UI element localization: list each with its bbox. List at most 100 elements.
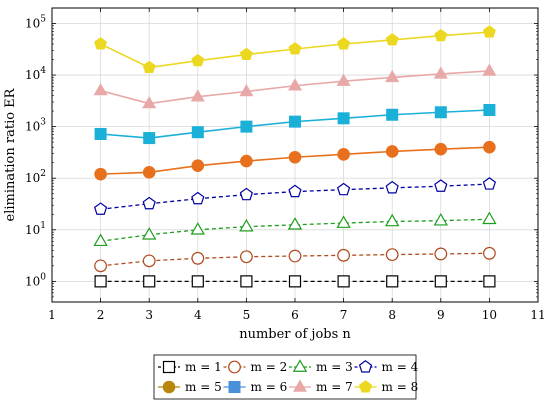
data-point	[239, 218, 254, 232]
series-line	[100, 252, 490, 267]
data-point	[94, 37, 108, 50]
x-tick-label: 11	[530, 308, 545, 322]
data-point	[239, 187, 254, 201]
x-axis-label: number of jobs n	[239, 327, 351, 342]
data-point	[483, 140, 496, 154]
data-point	[287, 78, 303, 91]
x-tick-label: 8	[388, 308, 396, 322]
data-point	[384, 213, 400, 227]
data-point	[386, 275, 399, 288]
series-layer	[93, 25, 497, 288]
series-3	[93, 211, 497, 247]
data-point	[434, 106, 447, 119]
data-point	[482, 177, 497, 190]
data-point	[337, 112, 350, 125]
data-point	[386, 108, 399, 121]
legend-marker	[359, 380, 372, 393]
y-tick-label: 104	[25, 66, 46, 82]
data-point	[433, 213, 449, 226]
data-point	[240, 154, 253, 168]
series-line	[100, 218, 490, 242]
series-2	[94, 246, 496, 273]
data-point	[94, 275, 107, 288]
data-point	[483, 104, 496, 117]
legend-label: m = 7	[316, 380, 353, 394]
data-point	[287, 217, 303, 230]
y-tick-label: 102	[25, 169, 46, 185]
data-point	[143, 132, 156, 145]
series-line	[100, 183, 490, 210]
y-tick-label: 103	[25, 118, 46, 134]
x-tick-label: 3	[145, 308, 153, 322]
data-point	[239, 250, 253, 264]
data-point	[434, 142, 448, 156]
data-point	[142, 196, 156, 210]
legend-label: m = 8	[382, 380, 419, 394]
legend-marker	[292, 359, 308, 372]
legend-box	[153, 354, 417, 400]
data-point	[288, 150, 302, 164]
data-point	[482, 25, 496, 38]
data-point	[288, 42, 302, 55]
series-8	[94, 25, 496, 74]
legend-label: m = 6	[251, 380, 288, 394]
x-axis-ticks: 1 2 3 4 5 6 7 8 9 10 11	[48, 8, 546, 322]
x-tick-label: 9	[437, 308, 445, 322]
data-point	[385, 69, 400, 83]
data-point	[190, 89, 205, 102]
data-point	[288, 275, 302, 288]
data-point	[142, 254, 156, 268]
data-point	[482, 63, 497, 76]
data-point	[191, 126, 204, 139]
data-point	[93, 202, 108, 215]
data-point	[336, 215, 351, 228]
data-point	[482, 211, 497, 225]
x-tick-label: 2	[97, 308, 105, 322]
data-point	[190, 222, 206, 235]
series-5	[94, 140, 496, 181]
y-tick-label: 101	[25, 221, 46, 237]
data-point	[385, 33, 399, 46]
series-6	[94, 104, 496, 145]
data-point	[142, 60, 156, 74]
y-axis-ticks: 100 101 102 103 104 105	[25, 14, 538, 303]
legend-marker	[358, 360, 373, 373]
data-point	[141, 227, 157, 240]
data-point	[142, 166, 156, 179]
data-point	[94, 259, 107, 273]
legend-label: m = 4	[382, 360, 419, 374]
data-point	[434, 247, 448, 261]
data-point	[385, 145, 399, 158]
data-point	[433, 66, 448, 79]
legend-entry: m = 3	[289, 359, 353, 374]
data-point	[240, 120, 253, 133]
data-point	[94, 167, 107, 181]
legend-marker	[228, 360, 241, 374]
data-point	[191, 159, 205, 172]
legend-marker	[162, 380, 176, 394]
data-point	[239, 47, 253, 61]
legend-marker	[162, 360, 176, 374]
legend-entry: m = 7	[289, 379, 353, 394]
data-point	[483, 275, 496, 288]
data-point	[93, 233, 108, 247]
legend-entry: m = 6	[223, 380, 288, 394]
legend-label: m = 1	[185, 360, 222, 374]
x-tick-label: 10	[482, 308, 497, 322]
series-4	[93, 177, 497, 215]
data-point	[191, 53, 205, 67]
data-point	[434, 179, 448, 192]
legend-marker	[228, 381, 241, 393]
data-point	[434, 28, 448, 42]
legend-entry: m = 5	[158, 380, 222, 394]
legend-entry: m = 4	[354, 360, 419, 374]
legend-marker	[292, 379, 308, 392]
legend-label: m = 5	[185, 380, 222, 394]
legend-entry: m = 2	[223, 360, 287, 374]
data-point	[239, 83, 254, 97]
data-point	[288, 249, 302, 263]
x-tick-label: 4	[194, 308, 202, 322]
data-point	[337, 275, 350, 288]
legend: m = 1 m = 2 m = 3 m = 4 m = 5 m = 6 m = 7 m = 8	[153, 354, 419, 400]
data-point	[240, 275, 253, 288]
